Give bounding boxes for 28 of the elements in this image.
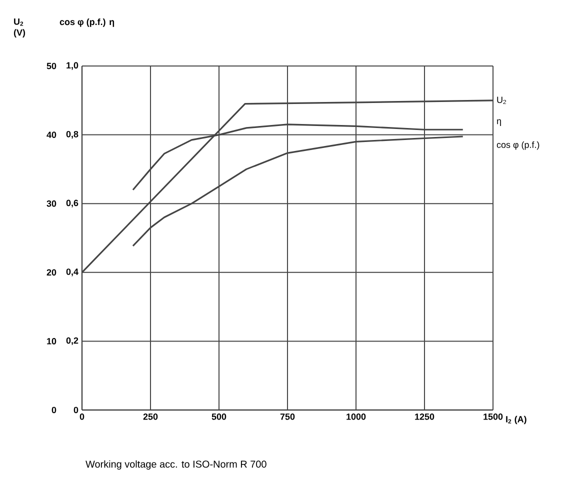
y2-tick-label: 1,0 bbox=[66, 62, 78, 70]
y2-tick-label: 0,8 bbox=[66, 130, 78, 139]
x-tick-label: 750 bbox=[280, 414, 295, 420]
y-tick-label: 30 bbox=[46, 200, 56, 207]
y2-tick-label: 0,6 bbox=[66, 200, 78, 208]
text: cos φ (p.f.) bbox=[496, 141, 540, 150]
x-tick-label: 0 bbox=[80, 414, 84, 420]
y2-axis-title: cos φ (p.f.) η bbox=[60, 18, 114, 27]
y-axis-title: U$_{2}$ (V) bbox=[14, 18, 26, 38]
line-series bbox=[132, 136, 464, 247]
y-tick-label: 0 bbox=[52, 406, 56, 414]
y-tick-label: 20 bbox=[46, 269, 56, 276]
x-tick-label: 1250 bbox=[415, 414, 434, 420]
x-tick-label: 1000 bbox=[346, 414, 366, 420]
y2-tick-label: 0,2 bbox=[66, 337, 78, 346]
x-axis-title: I$_{2}$ (A) bbox=[506, 416, 526, 424]
y-tick-label: 50 bbox=[46, 62, 56, 70]
y-tick-label: 40 bbox=[46, 132, 56, 138]
x-tick-label: 250 bbox=[143, 414, 158, 420]
y-tick-label: 10 bbox=[47, 338, 56, 344]
x-tick-label: 500 bbox=[212, 414, 226, 420]
line-series bbox=[132, 124, 464, 191]
y2-tick-label: 0 bbox=[74, 406, 78, 414]
x-tick-label: 1500 bbox=[484, 414, 503, 420]
y2-tick-label: 0,4 bbox=[66, 268, 78, 276]
text: Working voltage acc. to ISO-Norm R 700 bbox=[86, 460, 266, 470]
text: η bbox=[496, 119, 501, 126]
series-label: U$_{2}$ bbox=[497, 96, 506, 104]
